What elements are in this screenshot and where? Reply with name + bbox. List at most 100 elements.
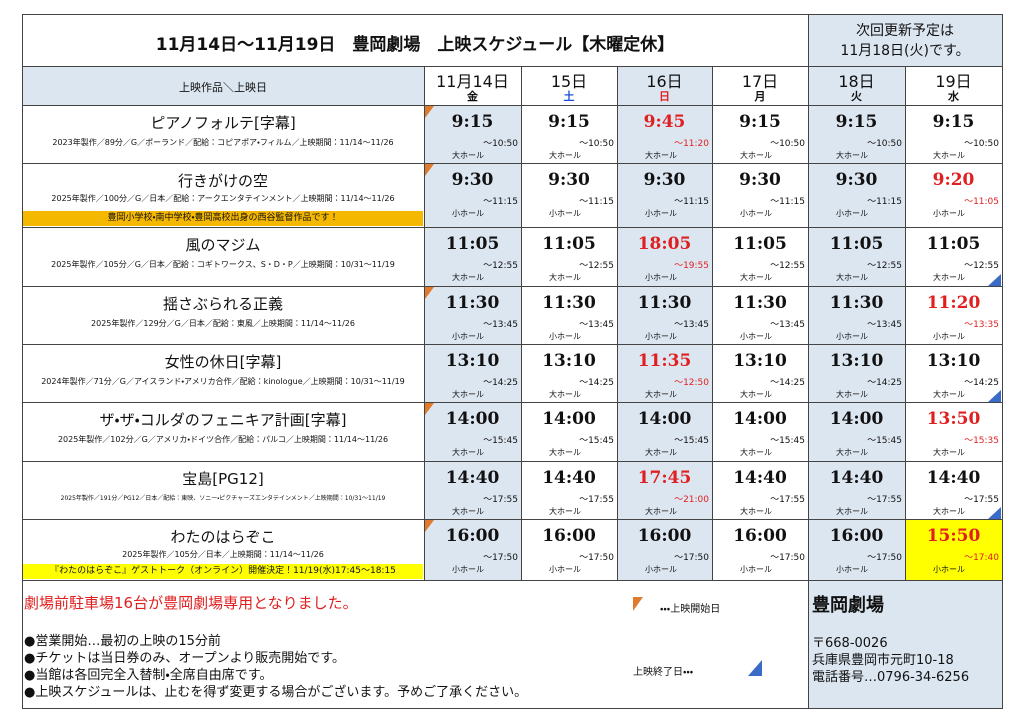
show-cell [808, 519, 906, 581]
show-time: 9:15 [932, 112, 975, 132]
show-end: ～12:55 [483, 261, 518, 271]
show-hall: 大ホール [740, 448, 772, 457]
show-hall: 大ホール [836, 151, 868, 160]
footer-right [808, 580, 1003, 709]
show-cell [521, 461, 618, 520]
show-hall: 小ホール [836, 565, 868, 574]
weekday: 火 [851, 90, 862, 103]
show-end: ～14:25 [579, 378, 614, 388]
show-time: 13:50 [926, 409, 981, 429]
show-hall: 大ホール [645, 448, 677, 457]
movie-title: 揺さぶられる正義 [162, 295, 283, 313]
theater-phone: 電話番号…0796-34-6256 [812, 670, 970, 685]
notice-cell [808, 14, 1003, 67]
show-end: ～15:45 [579, 436, 614, 446]
show-hall: 小ホール [645, 209, 677, 218]
show-time: 14:40 [829, 468, 884, 488]
show-cell [712, 286, 809, 345]
show-time: 11:35 [637, 351, 692, 371]
show-cell [617, 105, 713, 164]
show-cell [712, 402, 809, 462]
show-end: ～14:25 [964, 378, 999, 388]
show-end: ～11:15 [579, 197, 614, 207]
show-end: ～17:50 [770, 553, 805, 563]
weekday: 金 [467, 90, 478, 103]
show-cell [905, 163, 1003, 228]
show-end: ～17:50 [867, 553, 902, 563]
show-hall: 小ホール [933, 565, 965, 574]
show-end: ～15:45 [483, 436, 518, 446]
show-end: ～14:25 [483, 378, 518, 388]
end-marker [988, 507, 1001, 519]
show-time: 16:00 [445, 526, 500, 546]
movie-cell [22, 105, 425, 164]
show-end: ～13:45 [867, 320, 902, 330]
show-cell [521, 227, 618, 287]
show-end: ～12:55 [579, 261, 614, 271]
movie-info: 2024年製作／71分／G／アイスランド・アメリカ合作／配給：kinologue… [41, 377, 405, 386]
show-end: ～17:50 [579, 553, 614, 563]
theater-postal: 〒668-0026 [812, 636, 888, 651]
show-hall: 大ホール [933, 390, 965, 399]
show-time: 14:40 [926, 468, 981, 488]
movie-title: 行きがけの空 [177, 172, 268, 190]
show-end: ～13:45 [674, 320, 709, 330]
show-end: ～13:45 [579, 320, 614, 330]
show-end: ～17:40 [964, 553, 999, 563]
show-time: 11:30 [829, 293, 884, 313]
show-end: ～10:50 [770, 139, 805, 149]
show-cell [905, 105, 1003, 164]
show-time: 16:00 [637, 526, 692, 546]
movie-title: 宝島[PG12] [182, 470, 264, 488]
show-time: 11:30 [733, 293, 787, 313]
show-hall: 小ホール [549, 209, 581, 218]
show-time: 11:30 [542, 293, 596, 313]
show-end: ～21:00 [674, 495, 709, 505]
show-cell [905, 227, 1003, 287]
show-end: ～11:15 [674, 197, 709, 207]
show-hall: 小ホール [740, 209, 772, 218]
show-end: ～11:15 [483, 197, 518, 207]
info-bullet: ●チケットは当日券のみ、オープンより販売開始です。 [24, 651, 346, 666]
show-hall: 小ホール [836, 209, 868, 218]
day-date: 16日 [646, 72, 683, 91]
show-hall: 大ホール [933, 507, 965, 516]
movie-note: 『わたのはらぞこ』ゲストトーク（オンライン）開催決定！11/19(水)17:45… [23, 564, 423, 579]
show-time: 14:40 [445, 468, 500, 488]
show-cell [617, 344, 713, 403]
show-cell [424, 461, 522, 520]
show-time: 14:00 [829, 409, 884, 429]
show-hall: 大ホール [452, 273, 484, 282]
start-marker [425, 106, 434, 118]
show-end: ～15:45 [770, 436, 805, 446]
show-time: 13:10 [733, 351, 787, 371]
show-end: ～14:25 [770, 378, 805, 388]
update-notice: 次回更新予定は [856, 23, 954, 39]
movie-title: ザ・ザ・コルダのフェニキア計画[字幕] [99, 411, 347, 429]
info-bullet: ●上映スケジュールは、止むを得ず変更する場合がございます。予めご了承ください。 [24, 685, 528, 700]
show-end: ～13:45 [483, 320, 518, 330]
theater-name: 豊岡劇場 [812, 595, 884, 616]
start-marker [425, 403, 434, 415]
show-end: ～11:15 [770, 197, 805, 207]
show-hall: 大ホール [452, 507, 484, 516]
weekday: 水 [948, 90, 959, 103]
title-cell [22, 14, 809, 67]
show-time: 9:30 [643, 170, 686, 190]
show-hall: 大ホール [836, 273, 868, 282]
day-date: 11月14日 [436, 72, 509, 91]
show-time: 14:40 [733, 468, 787, 488]
movie-info: 2025年製作／191分／PG12／日本／配給：東映、ソニー・ピクチャーズエンタ… [60, 495, 386, 502]
movie-title: わたのはらぞこ [170, 528, 276, 546]
movie-info: 2025年製作／102分／G／アメリカ・ドイツ合作／配給：パルコ／上映期間：11… [57, 435, 389, 444]
info-bullet: ●当館は各回完全入替制・全席自由席です。 [24, 668, 273, 683]
show-hall: 大ホール [836, 448, 868, 457]
day-date: 19日 [935, 72, 972, 91]
show-time: 13:10 [829, 351, 884, 371]
show-time: 11:20 [926, 293, 981, 313]
show-cell [521, 105, 618, 164]
footer-left [22, 580, 809, 709]
show-time: 9:15 [548, 112, 590, 132]
movie-info: 2023年製作／89分／G／ポーランド／配給：コピアポア・フィルム／上映期間：1… [52, 138, 394, 147]
